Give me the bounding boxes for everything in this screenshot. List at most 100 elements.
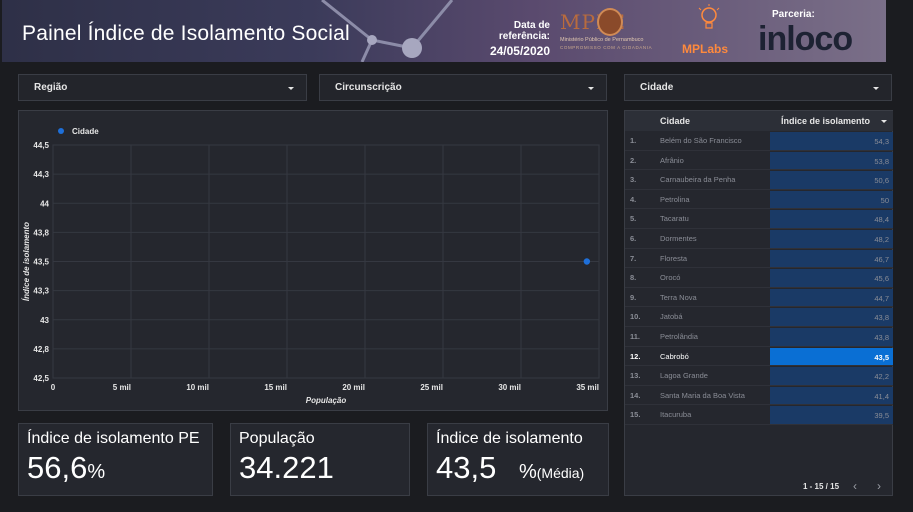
legend-marker: [58, 128, 64, 134]
region-dropdown[interactable]: Região: [18, 74, 307, 101]
row-number: 11.: [630, 332, 641, 341]
row-index-bar: 43,5: [770, 347, 893, 366]
scorecard-value: 43,5 %(Média): [436, 450, 585, 485]
row-index-bar: 42,2: [770, 367, 893, 385]
chevron-left-icon[interactable]: ‹: [853, 479, 857, 493]
y-tick-label: 43: [40, 316, 49, 325]
chevron-right-icon[interactable]: ›: [877, 479, 881, 493]
x-axis-title: População: [306, 396, 347, 405]
row-city: Petrolândia: [660, 332, 698, 341]
row-index-bar: 48,2: [770, 230, 893, 248]
row-number: 14.: [630, 390, 641, 400]
table-row[interactable]: 3. Carnaubeira da Penha 50,6: [625, 170, 893, 190]
pagination-label: 1 - 15 / 15: [803, 482, 840, 491]
circumscription-dropdown-label: Circunscrição: [335, 82, 402, 93]
row-index-value: 41,4: [874, 391, 889, 401]
chevron-down-icon: [588, 87, 594, 90]
row-index-value: 48,4: [874, 215, 889, 225]
table-header: Cidade Índice de isolamento: [625, 111, 893, 131]
y-tick-label: 44,3: [33, 170, 49, 179]
row-number: 2.: [630, 155, 637, 165]
x-tick-label: 25 mil: [420, 383, 443, 392]
table-row[interactable]: 12. Cabrobó 43,5: [625, 347, 893, 367]
row-number: 3.: [630, 175, 637, 185]
row-number: 6.: [630, 234, 637, 243]
lightbulb-icon: [698, 4, 720, 29]
row-city: Santa Maria da Boa Vista: [660, 390, 745, 400]
row-index-value: 43,5: [874, 352, 889, 362]
row-number: 7.: [630, 253, 637, 263]
row-index-bar: 44,7: [770, 288, 893, 307]
y-tick-label: 42,5: [33, 374, 49, 383]
table-row[interactable]: 2. Afrânio 53,8: [625, 151, 893, 171]
row-number: 4.: [630, 194, 637, 204]
table-row[interactable]: 4. Petrolina 50: [625, 190, 893, 210]
row-index-bar: 43,8: [770, 308, 893, 326]
row-number: 12.: [630, 351, 641, 361]
scorecard-population: População 34.221: [230, 423, 410, 496]
row-city: Afrânio: [660, 155, 684, 165]
region-dropdown-label: Região: [34, 82, 68, 93]
partner-label: Parceria:: [772, 9, 815, 20]
scatter-chart: 44,5 44,3 44 43,8 43,5 43,3 43 42,8 42,50 5 mil 10…: [22, 127, 600, 405]
row-city: Floresta: [660, 253, 688, 263]
row-index-bar: 50,6: [770, 171, 893, 189]
mppe-emblem-icon: [597, 8, 623, 36]
column-header-city[interactable]: Cidade: [660, 116, 691, 126]
row-index-value: 39,5: [874, 411, 889, 421]
row-city: Dormentes: [660, 234, 697, 243]
table-row[interactable]: 5. Tacaratu 48,4: [625, 209, 893, 229]
row-city: Cabrobó: [660, 351, 689, 361]
x-tick-label: 35 mil: [576, 383, 599, 392]
row-index-value: 53,8: [874, 156, 889, 166]
scorecard-value: 56,6%: [27, 450, 106, 485]
reference-date-value: 24/05/2020: [489, 44, 550, 58]
table-row[interactable]: 13. Lagoa Grande 42,2: [625, 366, 893, 386]
y-tick-label: 44: [40, 199, 49, 208]
row-city: Belém do São Francisco: [660, 136, 742, 145]
row-number: 10.: [630, 312, 641, 322]
city-dropdown[interactable]: Cidade: [624, 74, 892, 101]
row-index-value: 45,6: [874, 274, 889, 284]
table-row[interactable]: 1. Belém do São Francisco 54,3: [625, 131, 893, 151]
circumscription-dropdown[interactable]: Circunscrição: [319, 74, 607, 101]
mppe-logo: MPPE Ministério Público de Pernambuco CO…: [560, 8, 653, 50]
x-tick-label: 5 mil: [113, 383, 131, 392]
table-row[interactable]: 6. Dormentes 48,2: [625, 229, 893, 249]
city-dropdown-label: Cidade: [640, 82, 674, 93]
row-index-value: 48,2: [874, 235, 889, 244]
row-index-bar: 54,3: [770, 132, 893, 150]
row-index-bar: 53,8: [770, 151, 893, 170]
row-index-value: 50,6: [874, 176, 889, 186]
row-index-value: 44,7: [874, 293, 889, 303]
table-row[interactable]: 7. Floresta 46,7: [625, 249, 893, 269]
chevron-down-icon: [873, 87, 879, 90]
column-header-index[interactable]: Índice de isolamento: [781, 116, 871, 126]
sort-desc-icon[interactable]: [881, 120, 887, 123]
row-city: Lagoa Grande: [660, 371, 708, 381]
city-ranking-table: Cidade Índice de isolamento 1. Belém do S…: [624, 110, 893, 496]
table-row[interactable]: 15. Itacuruba 39,5: [625, 405, 893, 425]
row-index-bar: 43,8: [770, 328, 893, 346]
row-city: Tacaratu: [660, 214, 689, 224]
x-tick-label: 20 mil: [342, 383, 365, 392]
legend-label: Cidade: [72, 127, 99, 136]
header-banner: Painel Índice de Isolamento Social Data …: [2, 0, 886, 62]
data-point: [583, 258, 591, 265]
chevron-down-icon: [288, 87, 294, 90]
row-index-bar: 50: [770, 190, 893, 209]
row-number: 1.: [630, 136, 637, 145]
row-number: 8.: [630, 273, 637, 283]
table-row[interactable]: 8. Orocó 45,6: [625, 268, 893, 288]
network-graphic: [321, 0, 454, 62]
scorecard-title: Índice de isolamento: [436, 430, 583, 447]
table-row[interactable]: 10. Jatobá 43,8: [625, 307, 893, 327]
table-row[interactable]: 9. Terra Nova 44,7: [625, 288, 893, 308]
reference-date-label: Data de referência:: [498, 20, 550, 42]
row-city: Jatobá: [660, 312, 683, 322]
row-city: Orocó: [660, 273, 681, 283]
table-row[interactable]: 14. Santa Maria da Boa Vista 41,4: [625, 386, 893, 406]
table-row[interactable]: 11. Petrolândia 43,8: [625, 327, 893, 347]
scorecard-city-isolation: Índice de isolamento 43,5 %(Média): [427, 423, 609, 496]
scorecard-pe-isolation: Índice de isolamento PE 56,6%: [18, 423, 213, 496]
